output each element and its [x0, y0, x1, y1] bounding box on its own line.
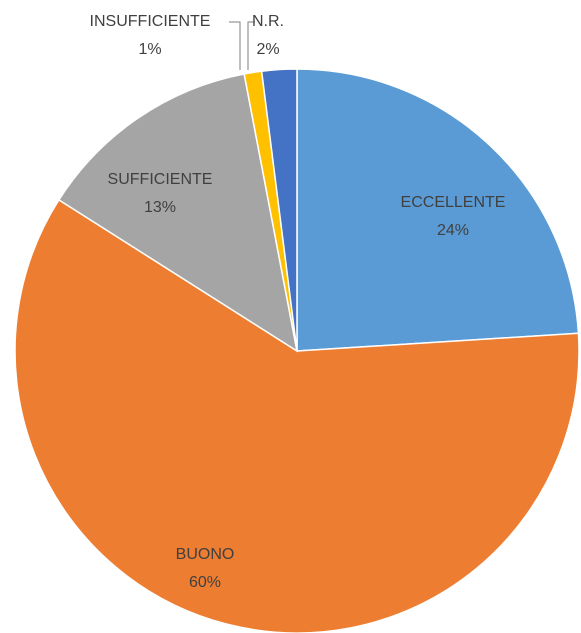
value-label: 60%: [189, 574, 221, 591]
pie-slice: [14, 198, 580, 633]
value-label: 13%: [144, 199, 176, 216]
value-label: 24%: [437, 222, 469, 239]
leader-line: [229, 21, 241, 70]
category-label: N.R.: [252, 13, 284, 30]
category-label: BUONO: [176, 546, 235, 563]
category-label: ECCELLENTE: [401, 194, 506, 211]
slices: [14, 68, 580, 633]
pie-slice: [296, 68, 580, 352]
category-label: SUFFICIENTE: [108, 171, 213, 188]
value-label: 2%: [256, 41, 279, 58]
leader-line: [247, 21, 255, 70]
pie-slice: [57, 73, 299, 353]
category-label: INSUFFICIENTE: [90, 13, 211, 30]
pie-slice: [260, 68, 298, 352]
value-label: 1%: [138, 41, 161, 58]
